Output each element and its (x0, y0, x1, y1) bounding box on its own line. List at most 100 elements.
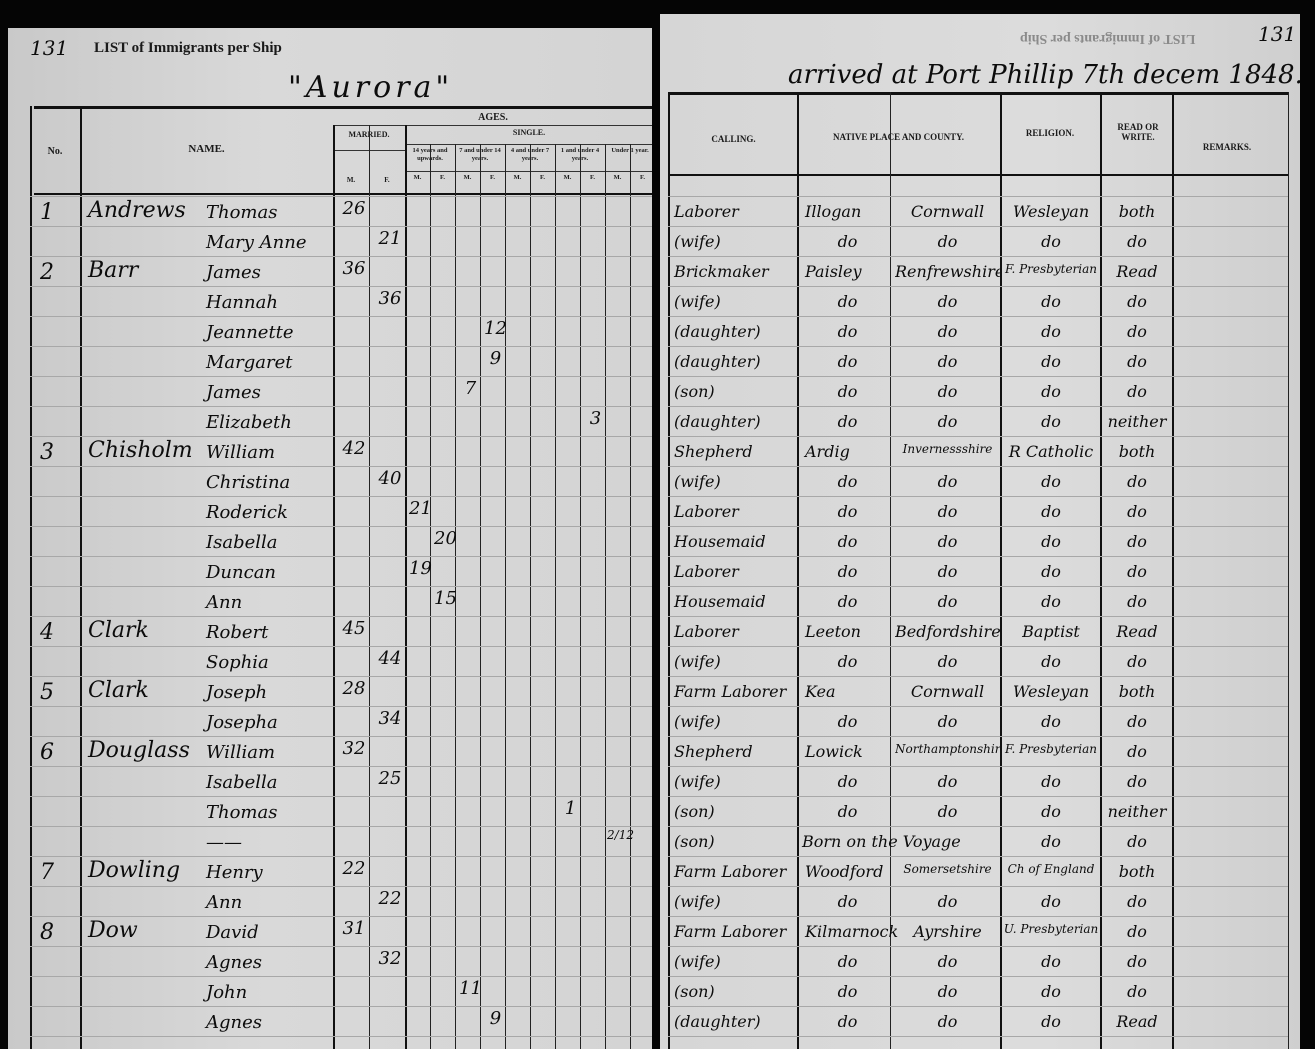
age-married-f: 36 (378, 288, 402, 309)
table-row: Christina 40 (8, 468, 652, 498)
table-row: Thomas 1 (8, 798, 652, 828)
given-name: Ann (206, 592, 243, 613)
county: Bedfordshire (895, 622, 1000, 641)
column-rule (505, 144, 506, 1049)
native-place: do (837, 652, 858, 671)
right-page: LIST of Immigrants per Ship 131 arrived … (660, 14, 1300, 1049)
arrival-note: arrived at Port Phillip 7th decem 1848. (788, 60, 1300, 90)
row-rule (668, 466, 1288, 467)
row-rule (30, 736, 652, 737)
age-s14-m: 21 (409, 498, 432, 519)
read-or-write: do (1127, 472, 1147, 491)
row-rule (30, 1036, 652, 1037)
left-page: 131 LIST of Immigrants per Ship "Aurora"… (8, 28, 652, 1049)
row-rule (30, 676, 652, 677)
row-rule (30, 586, 652, 587)
table-row: (son) do do do neither (660, 798, 1300, 828)
read-or-write: do (1127, 892, 1147, 911)
row-rule (668, 526, 1288, 527)
county: Ayrshire (913, 922, 982, 941)
row-rule (668, 496, 1288, 497)
age-married-m: 26 (342, 198, 366, 219)
row-rule (668, 1036, 1288, 1037)
column-rule (405, 125, 407, 1049)
table-row: (son) do do do do (660, 378, 1300, 408)
row-rule (668, 226, 1288, 227)
surname: Chisholm (88, 438, 193, 463)
given-name: James (206, 262, 261, 283)
age-s7-f: 12 (484, 318, 507, 339)
column-rule (630, 144, 631, 1049)
given-name: Mary Anne (206, 232, 307, 253)
calling: (wife) (674, 952, 721, 971)
age-s7-f: 9 (489, 348, 502, 369)
row-rule (668, 256, 1288, 257)
row-rule (668, 826, 1288, 827)
table-row: Ann 22 (8, 888, 652, 918)
age-s14-f: 20 (434, 528, 457, 549)
row-rule (668, 406, 1288, 407)
table-row: 4 Clark Robert 45 (8, 618, 652, 648)
table-row: Farm Laborer Kilmarnock Ayrshire U. Presbyt… (660, 918, 1300, 948)
given-name: —— (206, 832, 242, 853)
row-rule (30, 826, 652, 827)
read-or-write: do (1127, 532, 1147, 551)
row-rule (668, 976, 1288, 977)
row-rule (30, 406, 652, 407)
given-name: David (206, 922, 259, 943)
surname: Douglass (88, 738, 190, 763)
row-rule (30, 1006, 652, 1007)
age-married-f: 21 (378, 228, 402, 249)
header-f: F. (440, 174, 445, 181)
age-married-m: 31 (342, 918, 366, 939)
column-rule (797, 92, 799, 1049)
native-place: Lowick (805, 742, 863, 761)
entry-number: 1 (40, 200, 54, 225)
header-name: NAME. (188, 143, 225, 155)
age-married-f: 44 (378, 648, 402, 669)
header-f: F. (640, 174, 645, 181)
calling: Laborer (674, 202, 739, 221)
native-place: Paisley (805, 262, 862, 281)
read-or-write: do (1127, 232, 1147, 251)
religion: Ch of England (1007, 862, 1095, 876)
given-name: Sophia (206, 652, 269, 673)
table-row: (daughter) do do do Read (660, 1008, 1300, 1038)
list-heading: LIST of Immigrants per Ship (94, 40, 282, 56)
header-f: F. (384, 176, 390, 184)
county: do (937, 772, 958, 791)
given-name: Duncan (206, 562, 277, 583)
row-rule (668, 376, 1288, 377)
row-rule (30, 226, 652, 227)
county: do (937, 952, 958, 971)
native-place: Kea (805, 682, 836, 701)
header-native-place: NATIVE PLACE AND COUNTY. (832, 132, 965, 142)
column-rule (333, 125, 335, 1049)
given-name: Joseph (206, 682, 268, 703)
header-f: F. (590, 174, 595, 181)
read-or-write: Read (1116, 1012, 1158, 1031)
table-row: Housemaid do do do do (660, 588, 1300, 618)
read-or-write: do (1127, 922, 1147, 941)
table-row: 2 Barr James 36 (8, 258, 652, 288)
table-row: 6 Douglass William 32 (8, 738, 652, 768)
table-row: Isabella 20 (8, 528, 652, 558)
calling: (daughter) (674, 1012, 761, 1031)
row-rule (30, 556, 652, 557)
row-rule (668, 946, 1288, 947)
header-ages: AGES. (478, 112, 508, 123)
religion: do (1041, 412, 1061, 431)
native-place: Kilmarnock (805, 922, 899, 941)
religion: do (1041, 982, 1061, 1001)
read-or-write: neither (1107, 412, 1167, 431)
table-row: James 7 (8, 378, 652, 408)
header-read-write: READ OR WRITE. (1117, 122, 1159, 142)
table-row: (wife) do do do do (660, 888, 1300, 918)
surname: Clark (88, 678, 149, 703)
religion: do (1041, 802, 1061, 821)
religion: do (1041, 502, 1061, 521)
county: do (937, 892, 958, 911)
county: do (937, 292, 958, 311)
read-or-write: neither (1107, 802, 1167, 821)
column-rule (1172, 92, 1174, 1049)
